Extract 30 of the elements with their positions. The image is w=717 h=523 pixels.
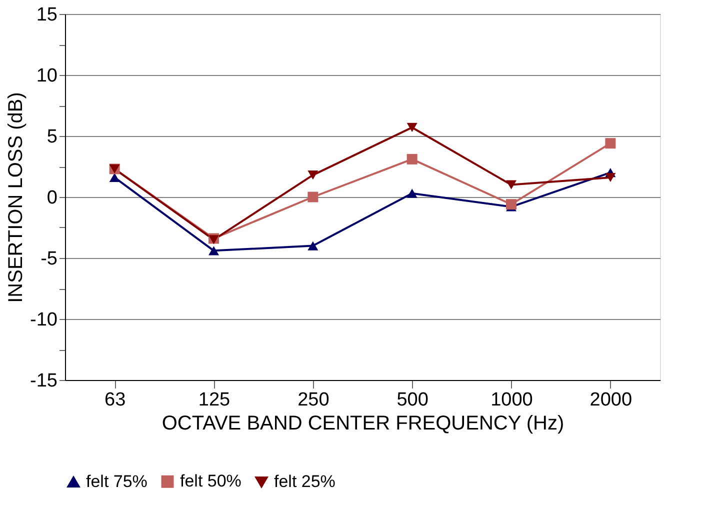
- point: [308, 241, 318, 250]
- y-tick-label: 10: [36, 66, 58, 86]
- point: [605, 172, 616, 182]
- y-tick-label: -10: [30, 310, 58, 330]
- x-tick-label: 63: [104, 390, 126, 410]
- point: [308, 192, 318, 202]
- point: [605, 138, 616, 149]
- point: [208, 246, 219, 256]
- y-tick-label: 0: [46, 188, 58, 208]
- y-axis-title: INSERTION LOSS (dB): [5, 92, 28, 303]
- x-tick-label: 2000: [590, 390, 632, 410]
- y-tick-label: -15: [30, 370, 58, 392]
- x-tick-label: 125: [198, 390, 230, 410]
- y-tick-label: 5: [46, 126, 58, 148]
- x-tick-label: 250: [298, 390, 330, 410]
- point: [308, 170, 318, 180]
- point: [406, 188, 418, 198]
- legend-label: felt 75%: [86, 472, 148, 491]
- point: [406, 122, 418, 132]
- legend-label: felt 50%: [180, 472, 242, 491]
- x-tick-label: 1000: [490, 390, 533, 410]
- point: [109, 172, 120, 182]
- y-tick-label: 15: [36, 4, 58, 26]
- point: [506, 199, 516, 210]
- point: [506, 180, 516, 190]
- x-axis-title: OCTAVE BAND CENTER FREQUENCY (Hz): [162, 412, 564, 434]
- point: [406, 154, 418, 164]
- y-tick-label: -5: [40, 248, 58, 270]
- legend-label: felt 25%: [274, 472, 336, 491]
- x-tick-label: 500: [396, 390, 428, 410]
